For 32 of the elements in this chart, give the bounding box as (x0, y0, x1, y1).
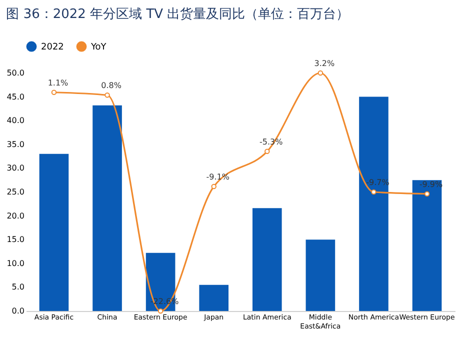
y-tick-label: 5.0 (12, 282, 24, 292)
y-tick-label: 30.0 (6, 164, 24, 173)
point (424, 191, 430, 196)
point (211, 184, 216, 190)
y-tick-label: 35.0 (6, 140, 24, 149)
point (371, 189, 376, 195)
bar (92, 105, 122, 311)
y-tick-label: 10.0 (6, 258, 24, 268)
bar (39, 154, 69, 311)
bar (412, 180, 442, 311)
bar (359, 96, 388, 311)
y-tick-label: 20.0 (6, 211, 24, 220)
data-label: 0.8% (101, 81, 122, 90)
legend-label: YoY (90, 42, 107, 53)
y-tick-label: 50.0 (6, 68, 24, 78)
y-tick-label: 0.0 (12, 306, 24, 316)
y-tick-label: 25.0 (6, 188, 24, 196)
y-tick-label: 15.0 (6, 235, 24, 244)
chart-title: 图 36：2022 年分区域 TV 出货量及同比（单位：百万台） (6, 7, 350, 22)
point (51, 90, 57, 95)
data-label: 1.1% (48, 78, 69, 88)
point (318, 70, 324, 76)
legend-label: 2022 (41, 42, 64, 53)
y-tick-label: 45.0 (6, 92, 24, 102)
data-label: 3.2% (314, 59, 335, 68)
y-tick-label: 40.0 (6, 116, 24, 126)
point (158, 308, 164, 314)
bar (252, 208, 282, 311)
point (104, 92, 110, 98)
bar (199, 284, 229, 311)
point (264, 148, 270, 154)
bar (306, 240, 336, 311)
